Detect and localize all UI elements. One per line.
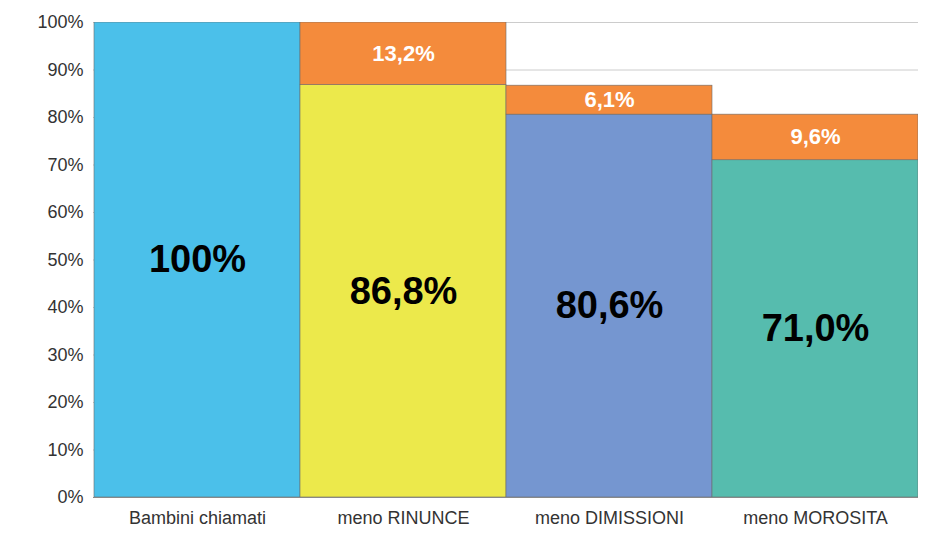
svg-text:9,6%: 9,6% [790,124,840,149]
svg-text:90%: 90% [47,60,83,80]
svg-text:71,0%: 71,0% [762,307,870,349]
svg-text:80,6%: 80,6% [556,284,664,326]
svg-text:13,2%: 13,2% [372,41,434,66]
svg-text:meno DIMISSIONI: meno DIMISSIONI [535,508,684,528]
svg-text:20%: 20% [47,392,83,412]
svg-text:0%: 0% [57,487,83,507]
svg-text:60%: 60% [47,202,83,222]
svg-text:meno RINUNCE: meno RINUNCE [337,508,469,528]
svg-text:80%: 80% [47,107,83,127]
svg-text:100%: 100% [37,12,83,32]
svg-text:10%: 10% [47,440,83,460]
svg-text:meno MOROSITA: meno MOROSITA [743,508,888,528]
svg-text:50%: 50% [47,250,83,270]
svg-text:70%: 70% [47,155,83,175]
svg-text:40%: 40% [47,297,83,317]
svg-text:6,1%: 6,1% [584,87,634,112]
svg-text:100%: 100% [149,238,246,280]
svg-text:Bambini chiamati: Bambini chiamati [129,508,266,528]
svg-text:86,8%: 86,8% [350,270,458,312]
svg-text:30%: 30% [47,345,83,365]
